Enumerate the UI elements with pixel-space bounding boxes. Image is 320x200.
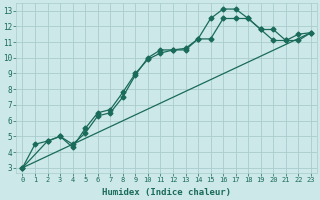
X-axis label: Humidex (Indice chaleur): Humidex (Indice chaleur)	[102, 188, 231, 197]
